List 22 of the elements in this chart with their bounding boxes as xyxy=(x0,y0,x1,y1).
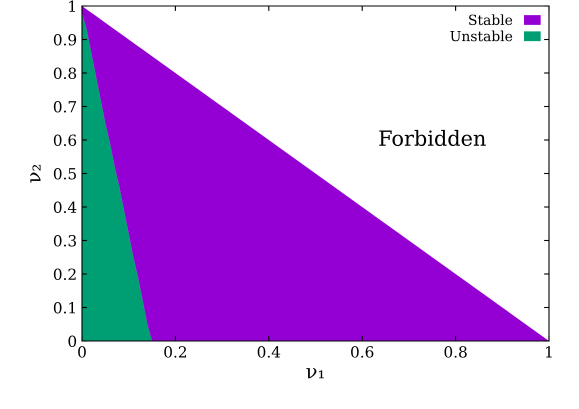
x-tick-label: 0 xyxy=(78,346,86,358)
annotation: Forbidden xyxy=(379,130,486,146)
y-tick-label: 0.3 xyxy=(54,234,76,247)
y-tick-label: 0.7 xyxy=(54,100,76,113)
x-tick-label: 0.8 xyxy=(444,346,467,358)
x-tick-label: 0.4 xyxy=(258,346,280,358)
y-tick-label: 0.8 xyxy=(54,67,76,80)
y-tick-label: 0.1 xyxy=(54,302,75,314)
legend-label: Stable xyxy=(469,14,512,26)
legend-label: Unstable xyxy=(450,30,512,42)
y-tick-label: 1 xyxy=(69,0,75,12)
x-axis-title: ν₁ xyxy=(306,368,324,378)
y-tick-label: 0.5 xyxy=(54,168,76,180)
y-axis-title: ν₂ xyxy=(30,164,41,183)
y-tick-label: 0.4 xyxy=(54,201,76,214)
x-tick-label: 1 xyxy=(546,346,552,358)
y-tick-label: 0.2 xyxy=(54,268,76,280)
x-tick-label: 0.6 xyxy=(351,346,374,358)
x-tick-label: 0.2 xyxy=(164,346,186,358)
y-tick-label: 0 xyxy=(68,335,76,348)
y-tick-label: 0.9 xyxy=(54,34,76,46)
y-tick-label: 0.6 xyxy=(54,134,76,146)
